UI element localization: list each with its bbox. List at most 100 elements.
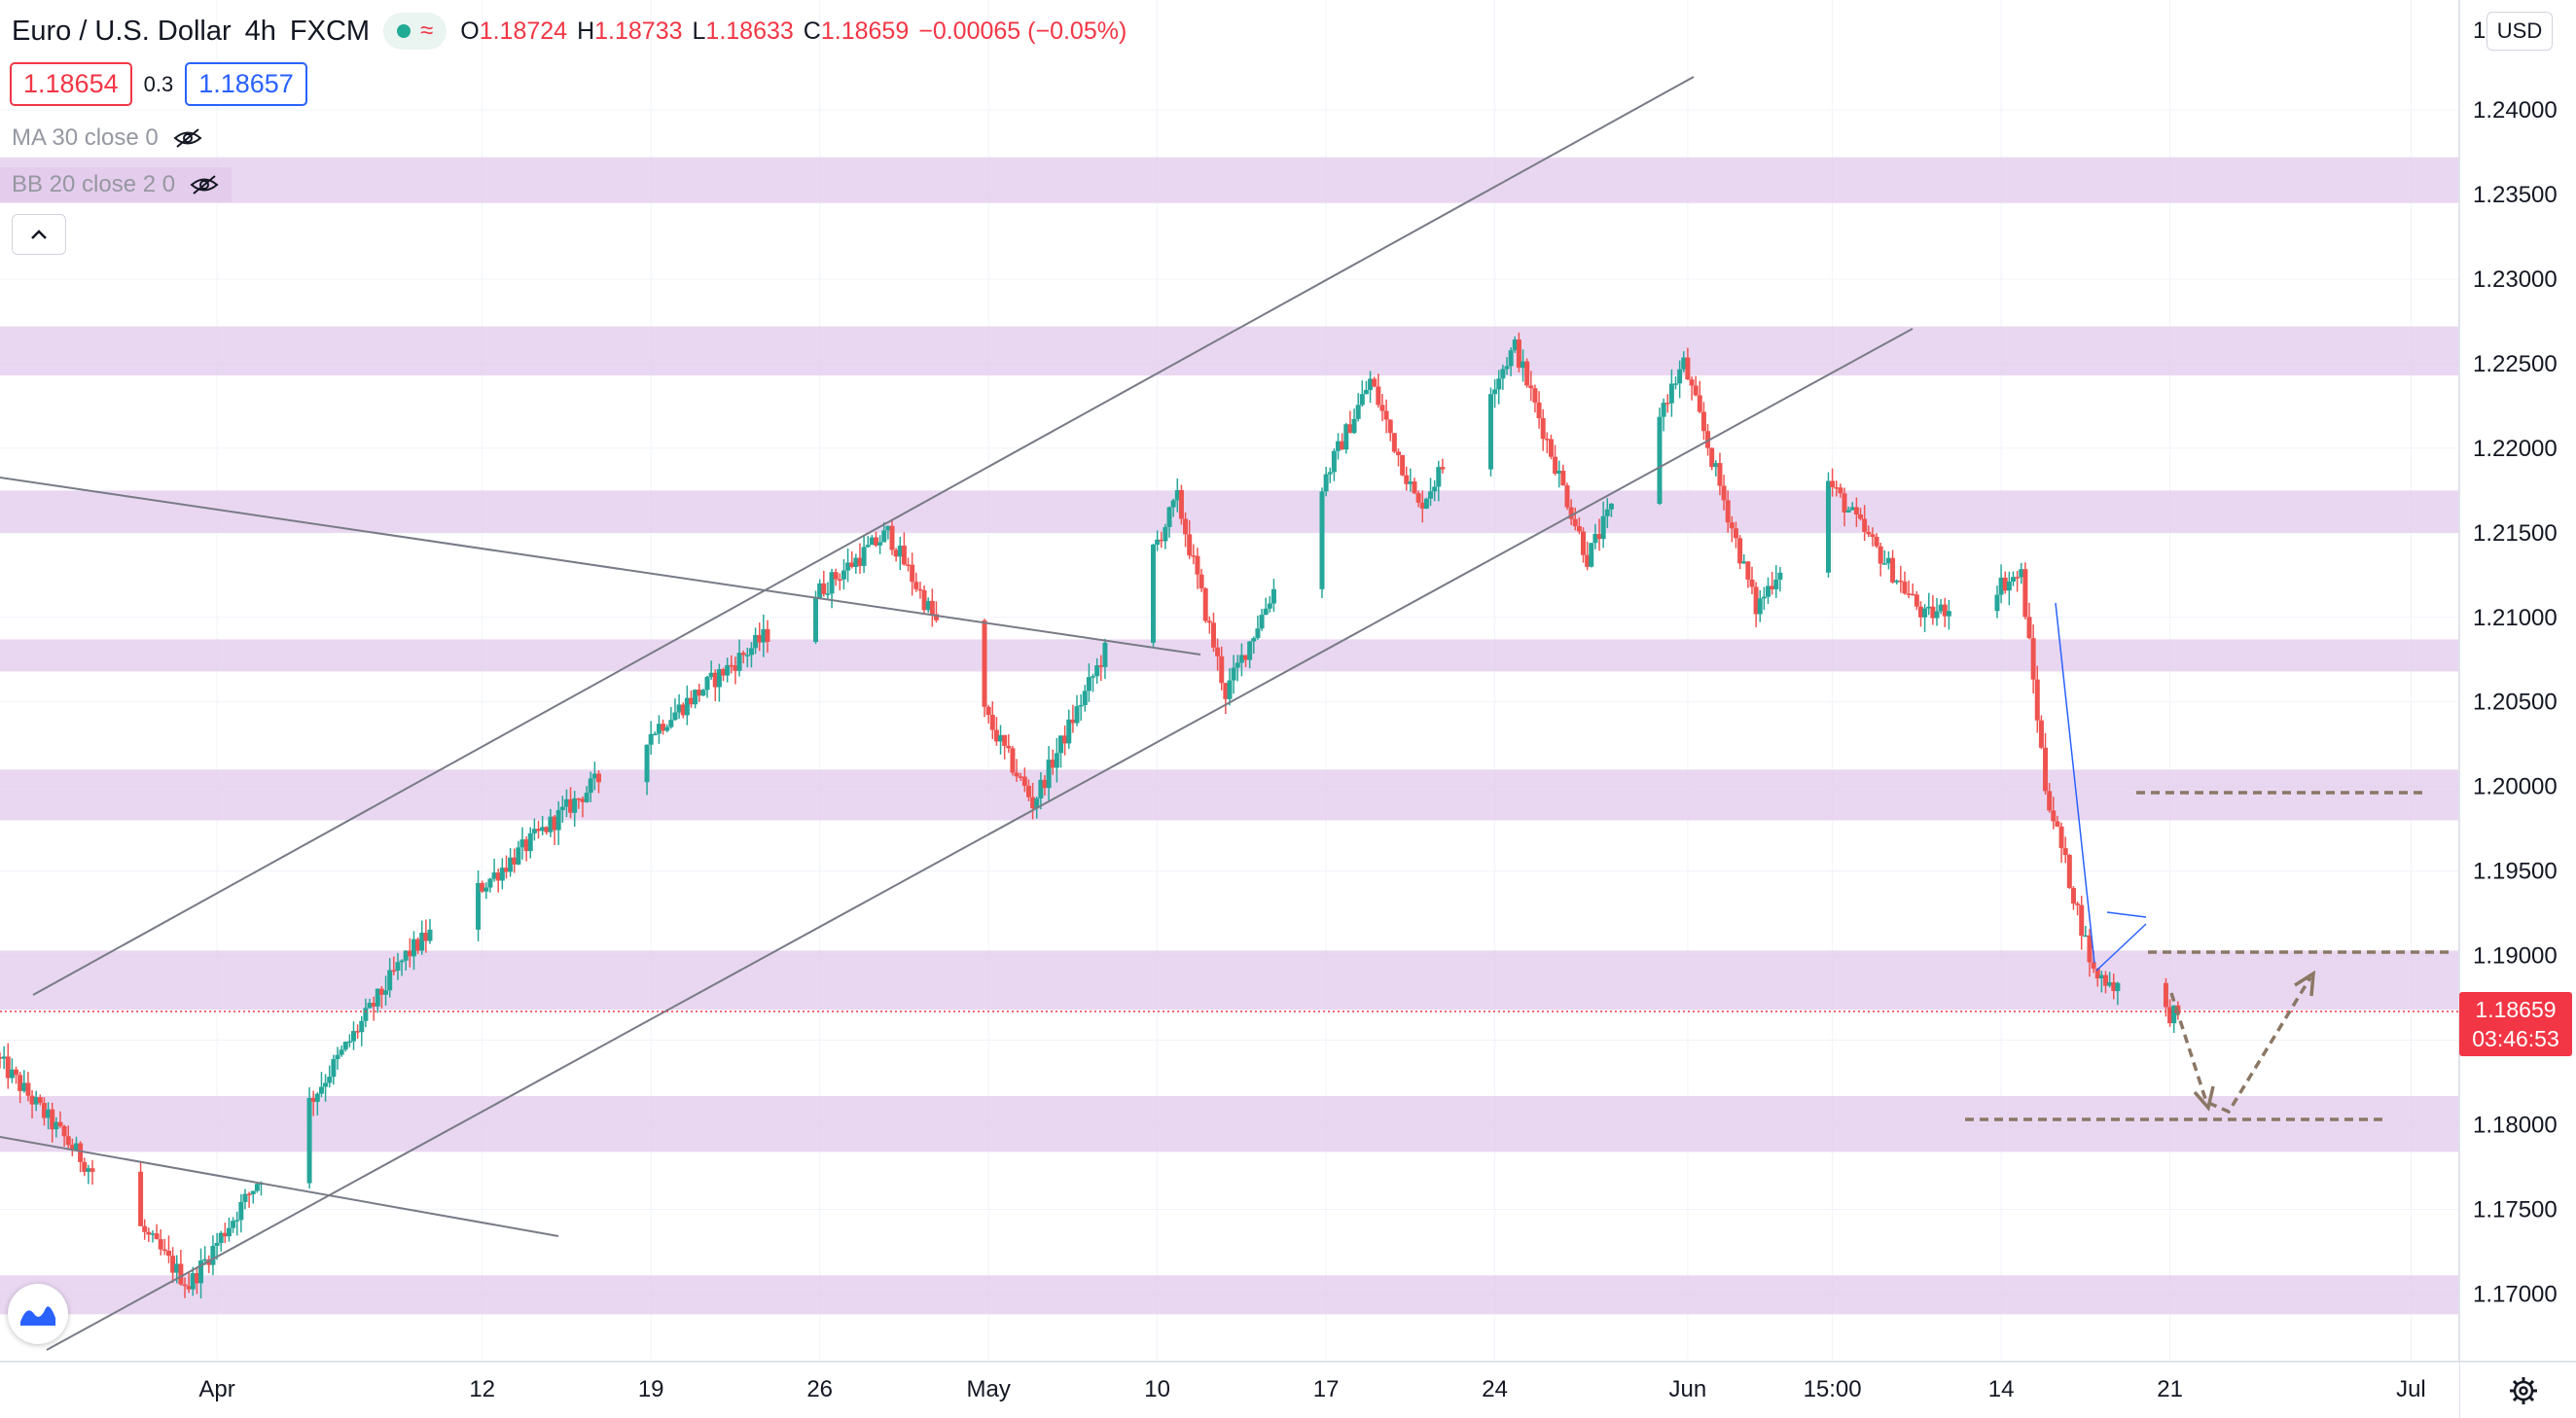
candle-body — [1098, 665, 1104, 667]
candle-body — [150, 1233, 156, 1235]
candle-body — [668, 720, 674, 727]
candle-body — [1564, 485, 1570, 508]
candle-body — [331, 1058, 337, 1078]
candle-body — [1155, 539, 1161, 546]
candle-body — [1677, 369, 1683, 384]
candle-body — [1508, 350, 1514, 367]
candle-body — [1668, 383, 1674, 404]
candle-body — [342, 1042, 348, 1050]
candle-body — [1890, 557, 1896, 583]
candle-body — [415, 939, 421, 951]
candle-body — [910, 564, 915, 583]
candle-body — [2111, 981, 2117, 992]
candle-body — [725, 664, 731, 676]
candle-body — [9, 1069, 15, 1079]
settings-button[interactable] — [2506, 1373, 2541, 1408]
market-status-badge[interactable]: ≈ — [383, 13, 447, 50]
x-tick-label: 10 — [1144, 1376, 1170, 1402]
candle-body — [901, 546, 907, 565]
candle-body — [234, 1220, 240, 1222]
wedge-line-bottom — [2095, 923, 2147, 972]
candle-body — [54, 1121, 59, 1130]
candle-body — [877, 542, 883, 546]
candle-body — [813, 597, 819, 643]
candle-body — [1938, 604, 1944, 612]
x-tick-label: 17 — [1313, 1376, 1340, 1402]
candle-body — [821, 583, 827, 594]
candle-body — [661, 724, 666, 731]
x-tick-label: 24 — [1482, 1376, 1508, 1402]
currency-selector[interactable]: USD — [2487, 12, 2553, 51]
candle-body — [214, 1243, 220, 1246]
candle-body — [1825, 480, 1831, 573]
candle-body — [487, 878, 493, 888]
lower-channel-line — [46, 328, 1914, 1351]
candle-body — [2075, 904, 2081, 905]
settings-gear-icon — [2510, 1377, 2537, 1404]
candle-body — [1604, 509, 1610, 516]
candle-body — [1359, 394, 1365, 406]
candle-body — [1858, 514, 1864, 519]
candle-body — [1163, 526, 1168, 542]
price-zone — [0, 1095, 2459, 1152]
interval[interactable]: 4h — [244, 15, 276, 47]
tradingview-logo[interactable] — [8, 1284, 68, 1344]
collapse-legend-button[interactable] — [12, 214, 66, 255]
candle-body — [1661, 403, 1666, 417]
candle-body — [1363, 389, 1369, 395]
x-tick-label: Jun — [1669, 1376, 1707, 1402]
candle-body — [161, 1249, 167, 1252]
candle-body — [1544, 439, 1550, 441]
candle-body — [323, 1082, 329, 1087]
eye-slash-icon[interactable] — [189, 174, 220, 195]
candle-body — [1540, 418, 1546, 440]
spread-value: 0.3 — [143, 71, 174, 96]
symbol-name[interactable]: Euro / U.S. Dollar — [12, 15, 232, 47]
low-value: 1.18633 — [705, 17, 794, 45]
candle-body — [491, 872, 497, 879]
candle-body — [1195, 555, 1200, 575]
wedge-line-top — [2106, 911, 2147, 918]
candle-body — [2006, 581, 2012, 591]
candle-body — [2047, 791, 2053, 811]
eye-slash-icon[interactable] — [172, 127, 203, 149]
buy-button[interactable]: 1.18657 — [185, 62, 307, 106]
indicator-ma[interactable]: MA 30 close 0 — [0, 121, 215, 156]
candle-body — [1717, 463, 1723, 486]
x-tick-label: 14 — [1988, 1376, 2015, 1402]
candle-body — [2002, 577, 2008, 591]
candle-body — [1210, 622, 1216, 648]
candle-body — [664, 727, 670, 731]
candle-body — [1343, 424, 1349, 450]
candle-body — [2010, 577, 2016, 582]
candle-body — [65, 1136, 71, 1146]
sell-button[interactable]: 1.18654 — [10, 62, 132, 106]
candle-body — [1548, 439, 1554, 457]
candle-body — [1777, 572, 1783, 580]
candle-body — [1902, 582, 1908, 594]
indicator-bb-label: BB 20 close 2 0 — [12, 171, 176, 197]
candle-body — [138, 1171, 144, 1226]
candle-body — [1383, 410, 1389, 420]
candle-body — [419, 933, 425, 951]
indicator-ma-label: MA 30 close 0 — [12, 124, 159, 151]
candle-body — [1504, 366, 1510, 370]
candle-body — [359, 1020, 365, 1033]
y-tick-label: 1.18000 — [2473, 1113, 2558, 1139]
candle-body — [1102, 642, 1108, 667]
candle-body — [1766, 585, 1771, 597]
candle-body — [2019, 569, 2024, 578]
candle-body — [355, 1031, 361, 1033]
candle-body — [2026, 617, 2032, 639]
candle-body — [841, 570, 846, 580]
candle-body — [1761, 596, 1767, 599]
candle-body — [881, 530, 887, 543]
candle-body — [1700, 411, 1706, 432]
candle-body — [2163, 982, 2168, 1008]
candle-body — [194, 1273, 199, 1284]
candle-body — [1010, 748, 1016, 773]
candle-body — [1432, 486, 1438, 492]
candle-body — [676, 704, 682, 713]
indicator-bb[interactable]: BB 20 close 2 0 — [0, 167, 233, 202]
